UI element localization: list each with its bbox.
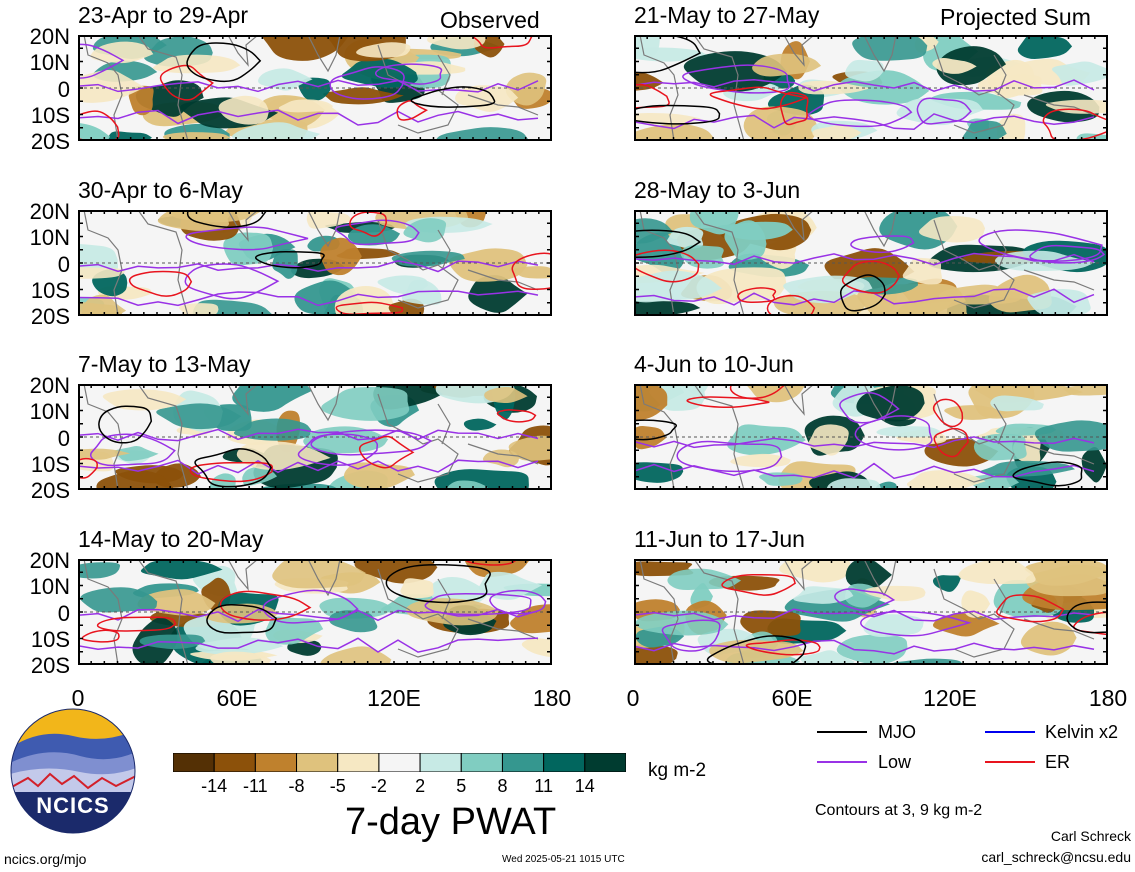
lon-label-right-120e: 120E	[923, 685, 977, 711]
colorbar	[172, 752, 627, 773]
colorbar-bin-5	[378, 752, 421, 773]
lat-label-4-0: 20N	[29, 548, 70, 573]
lon-label-left-0: 0	[71, 685, 85, 711]
colorbar-bin-9	[543, 752, 586, 773]
panel-title-left-2: 30-Apr to 6-May	[78, 177, 243, 203]
map-panel-left-4	[78, 559, 552, 665]
lon-label-left-60e: 60E	[216, 685, 258, 711]
colorbar-tick-5: 2	[415, 776, 426, 796]
colorbar-bin-0	[172, 752, 215, 773]
lat-label-4-4: 20S	[30, 653, 70, 678]
lon-label-left-180: 180	[532, 685, 572, 711]
colorbar-tick-7: 8	[497, 776, 508, 796]
lat-label-2-0: 20N	[29, 199, 70, 224]
lon-label-right-60e: 60E	[771, 685, 813, 711]
legend-er: ER	[1045, 752, 1071, 772]
colorbar-title: 7-day PWAT	[345, 801, 557, 843]
legend-mjo: MJO	[878, 722, 916, 742]
map-panel-left-3	[78, 384, 552, 490]
lat-label-4-2: 0	[57, 601, 70, 626]
panel-title-left-4: 14-May to 20-May	[78, 526, 264, 552]
colorbar-tick-2: -8	[288, 776, 305, 796]
colorbar-bin-10	[584, 752, 627, 773]
colorbar-bin-8	[501, 752, 545, 773]
panel-title-right-3: 4-Jun to 10-Jun	[634, 351, 794, 377]
website: ncics.org/mjo	[4, 851, 87, 867]
map-panel-right-4	[634, 559, 1108, 665]
email: carl_schreck@ncsu.edu	[981, 849, 1131, 865]
lat-label-3-4: 20S	[30, 478, 70, 503]
contours-note: Contours at 3, 9 kg m-2	[815, 802, 983, 819]
lat-label-2-1: 10N	[29, 225, 70, 250]
legend-lines	[817, 731, 1035, 763]
map-panel-right-3	[634, 384, 1108, 490]
panel-title-left-3: 7-May to 13-May	[78, 351, 251, 377]
observed-label: Observed	[440, 7, 540, 33]
lat-label-1-4: 20S	[30, 129, 70, 154]
lon-label-left-120e: 120E	[367, 685, 421, 711]
legend-low: Low	[878, 752, 912, 772]
lat-label-4-3: 10S	[30, 627, 70, 652]
colorbar-bin-7	[460, 752, 503, 773]
panel-title-right-4: 11-Jun to 17-Jun	[634, 526, 805, 552]
colorbar-tick-1: -11	[243, 776, 268, 796]
map-panel-right-2	[634, 210, 1108, 316]
colorbar-tick-9: 14	[574, 776, 595, 796]
colorbar-bin-4	[337, 752, 380, 773]
map-panel-right-1	[634, 35, 1108, 141]
map-panel-left-2	[78, 210, 552, 316]
lat-label-1-1: 10N	[29, 50, 70, 75]
timestamp: Wed 2025-05-21 1015 UTC	[502, 854, 625, 865]
colorbar-bin-2	[254, 752, 298, 773]
lat-label-1-2: 0	[57, 77, 70, 102]
lat-label-2-4: 20S	[30, 304, 70, 329]
colorbar-tick-6: 5	[456, 776, 467, 796]
lat-label-3-3: 10S	[30, 452, 70, 477]
colorbar-tick-4: -2	[370, 776, 387, 796]
lon-label-right-180: 180	[1088, 685, 1128, 711]
colorbar-bin-1	[213, 752, 256, 773]
lat-label-3-2: 0	[57, 426, 70, 451]
colorbar-tick-0: -14	[201, 776, 228, 796]
lat-label-3-1: 10N	[29, 399, 70, 424]
colorbar-tick-3: -5	[329, 776, 346, 796]
lat-label-1-0: 20N	[29, 24, 70, 49]
lat-label-3-0: 20N	[29, 373, 70, 398]
panel-title-left-1: 23-Apr to 29-Apr	[78, 2, 249, 28]
lat-label-2-3: 10S	[30, 278, 70, 303]
lat-label-1-3: 10S	[30, 103, 70, 128]
colorbar-tick-8: 11	[534, 776, 553, 796]
colorbar-units: kg m-2	[648, 760, 707, 781]
lat-label-4-1: 10N	[29, 574, 70, 599]
colorbar-bin-3	[296, 752, 339, 773]
logo-text: NCICS	[36, 793, 110, 818]
colorbar-bin-6	[419, 752, 462, 773]
projected-sum-label: Projected Sum	[940, 4, 1091, 30]
lon-label-right-0: 0	[626, 685, 640, 711]
panel-title-right-2: 28-May to 3-Jun	[634, 177, 801, 203]
map-panel-left-1	[78, 35, 552, 141]
legend-kelvin: Kelvin x2	[1045, 722, 1119, 742]
lat-label-2-2: 0	[57, 252, 70, 277]
panel-title-right-1: 21-May to 27-May	[634, 2, 820, 28]
ncics-logo: NCICS	[10, 708, 136, 834]
author: Carl Schreck	[1050, 828, 1131, 844]
